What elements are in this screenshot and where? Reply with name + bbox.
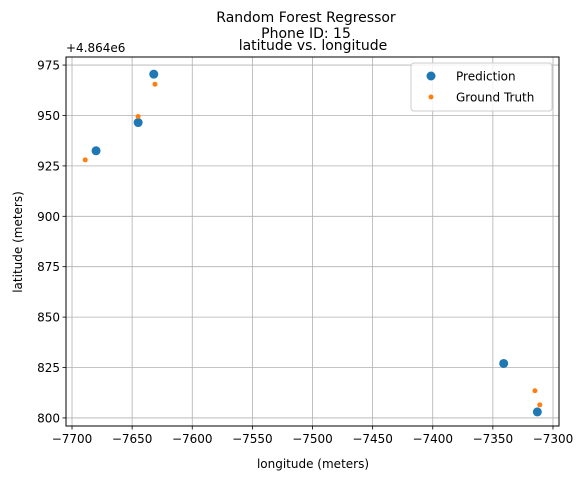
x-tick-label: −7400 [412, 432, 453, 446]
prediction-point [91, 146, 101, 156]
plot-frame [65, 56, 560, 427]
x-tick-label: −7500 [292, 432, 333, 446]
x-tick-label: −7450 [352, 432, 393, 446]
x-axis-label: longitude (meters) [257, 457, 369, 471]
y-axis-ticks: 800 825 850 875 900 925 950 975 [37, 59, 66, 425]
x-tick-label: −7600 [172, 432, 213, 446]
y-tick-label: 950 [37, 109, 60, 123]
chart-suptitle-line1: Random Forest Regressor [216, 10, 396, 26]
chart-title: latitude vs. longitude [239, 38, 388, 54]
x-tick-label: −7700 [52, 432, 93, 446]
grid-lines [66, 57, 559, 426]
y-tick-label: 975 [37, 59, 60, 73]
ground-truth-point [152, 81, 158, 87]
x-tick-label: −7650 [112, 432, 153, 446]
ground-truth-point [82, 157, 88, 163]
x-tick-label: −7550 [232, 432, 273, 446]
y-tick-label: 875 [37, 260, 60, 274]
data-points [82, 69, 543, 417]
legend-marker-ground-truth [428, 94, 434, 100]
y-tick-label: 800 [37, 411, 60, 425]
prediction-point [133, 118, 143, 128]
legend-box [410, 62, 553, 112]
y-tick-label: 850 [37, 311, 60, 325]
y-tick-label: 925 [37, 159, 60, 173]
y-offset-label: +4.864e6 [66, 41, 125, 55]
ground-truth-point [135, 113, 141, 119]
y-tick-label: 900 [37, 210, 60, 224]
prediction-point [149, 69, 159, 79]
prediction-point [499, 358, 509, 368]
y-axis-label: latitude (meters) [11, 191, 25, 293]
legend-label-prediction: Prediction [456, 70, 516, 84]
legend: Prediction Ground Truth [410, 62, 553, 112]
prediction-point [532, 407, 542, 417]
x-tick-label: −7350 [473, 432, 514, 446]
ground-truth-point [532, 388, 538, 394]
x-tick-label: −7300 [533, 432, 574, 446]
x-axis-ticks: −7700 −7650 −7600 −7550 −7500 −7450 −7400 −7350… [52, 426, 574, 446]
ground-truth-point [537, 402, 543, 408]
legend-marker-prediction [426, 71, 436, 81]
chart-suptitle-line2: Phone ID: 15 [261, 26, 351, 42]
legend-label-ground-truth: Ground Truth [456, 91, 534, 105]
y-tick-label: 825 [37, 361, 60, 375]
